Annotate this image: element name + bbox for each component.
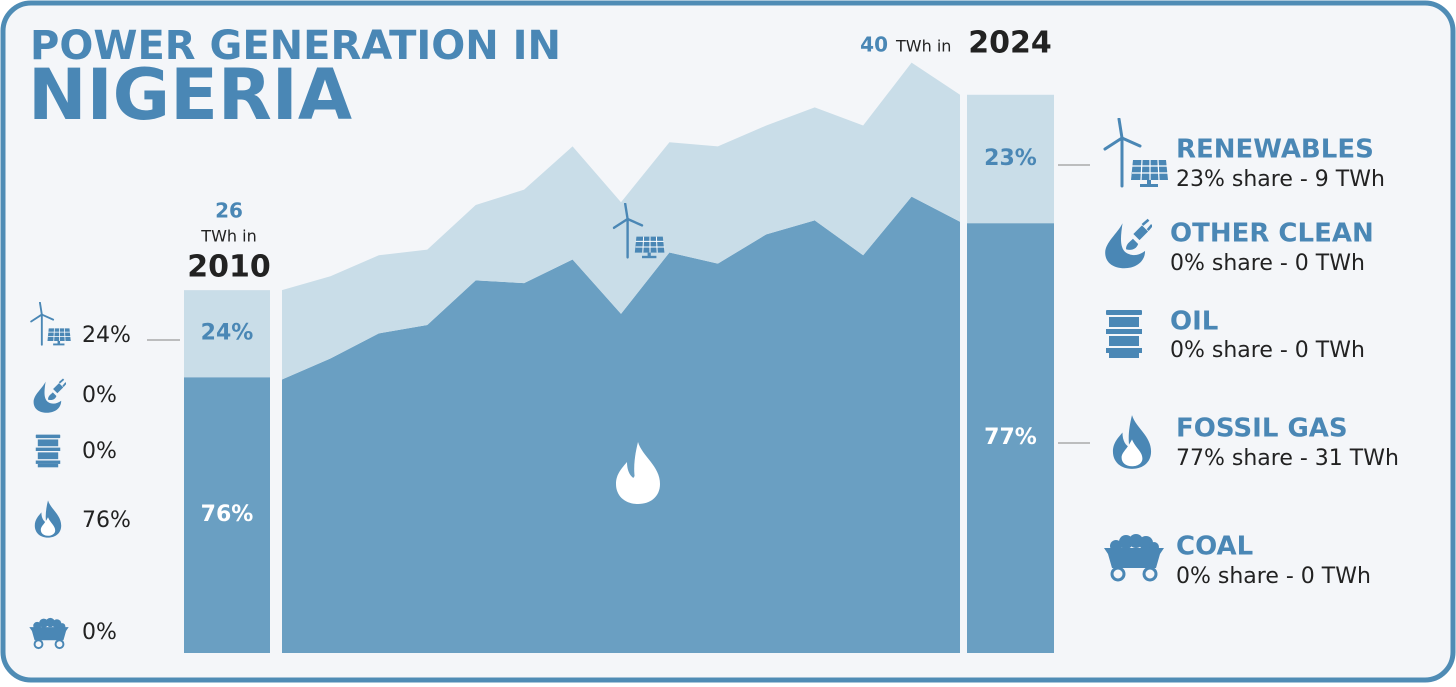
bar-label: 23% bbox=[984, 146, 1037, 171]
area bbox=[282, 196, 960, 654]
end-year: 2024 bbox=[968, 26, 1052, 61]
breakdown-label: 0% bbox=[82, 383, 117, 408]
area-group bbox=[282, 62, 960, 654]
legend-detail: 0% share - 0 TWh bbox=[1170, 338, 1365, 363]
oil-icon bbox=[35, 434, 61, 468]
legend-name: FOSSIL GAS bbox=[1176, 414, 1348, 444]
bar-label: 77% bbox=[984, 425, 1037, 450]
bar-segment bbox=[967, 223, 1054, 653]
breakdown-label: 0% bbox=[82, 620, 117, 645]
breakdown-label: 76% bbox=[82, 508, 131, 533]
legend-name: OIL bbox=[1170, 307, 1218, 337]
end-unit: TWh in bbox=[895, 37, 951, 56]
area bbox=[282, 62, 960, 380]
bar-segment bbox=[967, 94, 1054, 224]
legend-detail: 0% share - 0 TWh bbox=[1170, 251, 1365, 276]
oil-icon bbox=[1106, 310, 1142, 358]
bar-label: 76% bbox=[201, 502, 254, 527]
legend-name: COAL bbox=[1176, 532, 1253, 562]
breakdown-label: 24% bbox=[82, 323, 131, 348]
chart-subtitle: NIGERIA bbox=[28, 54, 352, 136]
chart-title: POWER GENERATION IN bbox=[30, 23, 561, 69]
legend-detail: 77% share - 31 TWh bbox=[1176, 446, 1399, 471]
bar-segment bbox=[184, 377, 270, 653]
bar-segment bbox=[184, 290, 270, 378]
breakdown-label: 0% bbox=[82, 439, 117, 464]
legend-name: OTHER CLEAN bbox=[1170, 219, 1374, 249]
bar-label: 24% bbox=[201, 321, 254, 346]
start-unit: TWh in bbox=[200, 227, 256, 246]
legend-name: RENEWABLES bbox=[1176, 135, 1374, 165]
legend-detail: 23% share - 9 TWh bbox=[1176, 167, 1385, 192]
legend-detail: 0% share - 0 TWh bbox=[1176, 564, 1371, 589]
start-total: 26 bbox=[215, 199, 243, 223]
start-year: 2010 bbox=[187, 250, 271, 285]
end-total: 40 bbox=[860, 33, 888, 57]
